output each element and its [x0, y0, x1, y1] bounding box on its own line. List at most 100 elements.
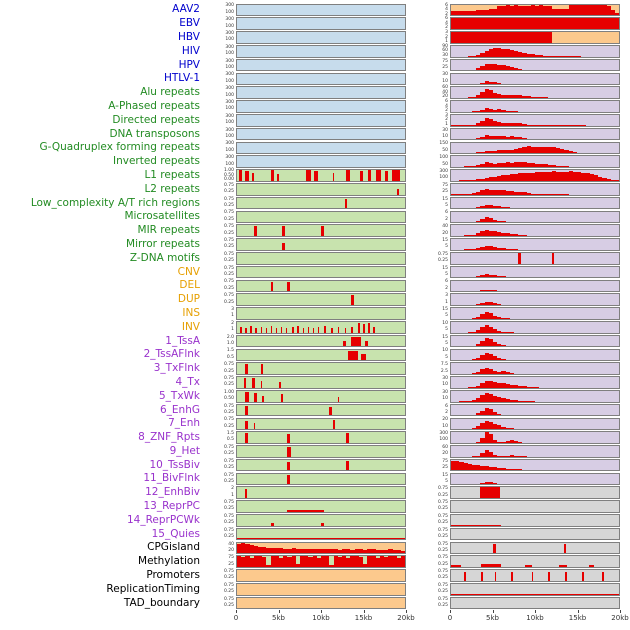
track-panel-left [236, 224, 406, 237]
area-column [560, 166, 565, 167]
area-column [472, 152, 477, 154]
y-tick-label: 1.00 [223, 168, 234, 174]
y-axis-ticks: 0.75 0.25 [406, 500, 450, 513]
track-panel-left [236, 182, 406, 196]
area-column [279, 557, 284, 568]
area-column [476, 413, 481, 416]
x-tick-label: 10kb [526, 614, 544, 623]
area-column [572, 5, 578, 16]
area-column [493, 151, 498, 154]
track-row: G-Quadruplex forming repeats 300 100 150 50 [0, 141, 630, 155]
area-column [514, 173, 519, 181]
y-tick-label: 0.75 [437, 582, 448, 588]
y-axis-ticks: 0.75 0.25 [406, 542, 450, 555]
area-column [522, 95, 527, 98]
y-tick-label: 75 [228, 555, 234, 561]
track-panel-right [450, 127, 620, 141]
y-tick-label: 10 [442, 423, 448, 429]
area-column [535, 55, 540, 57]
track-panel-right [450, 583, 620, 596]
data-bar [582, 572, 584, 581]
area-column [237, 556, 242, 568]
area-column [484, 274, 489, 278]
y-tick-label: 0.75 [437, 541, 448, 547]
y-tick-label: 300 [225, 17, 234, 23]
area-column [484, 64, 489, 71]
area-column [262, 547, 267, 554]
area-column [518, 456, 523, 457]
area-column [505, 345, 510, 347]
track-row: 10_TssBiv 0.75 0.25 75 25 [0, 458, 630, 472]
track-panel-right [450, 44, 620, 58]
y-axis-ticks: 300 100 [200, 31, 236, 44]
track-label: Mirror repeats [126, 237, 200, 250]
area-column [279, 547, 284, 554]
track-label: Directed repeats [112, 113, 200, 126]
track-panel-left [236, 210, 406, 224]
track-row: INS 3 1 15 5 [0, 307, 630, 321]
area-column [530, 387, 536, 388]
area-column [564, 166, 569, 167]
y-tick-label: 75 [442, 458, 448, 464]
area-series [451, 74, 619, 85]
y-axis-ticks: 300 100 [200, 114, 236, 127]
data-bar [451, 593, 619, 595]
area-column [480, 231, 485, 236]
area-column [493, 439, 498, 443]
area-column [522, 469, 527, 471]
y-tick-label: 0.75 [223, 238, 234, 244]
area-column [484, 337, 489, 347]
data-bar [344, 328, 347, 333]
area-column [329, 549, 334, 554]
y-tick-label: 25 [442, 189, 448, 195]
track-panel-left [236, 127, 406, 141]
y-tick-label: 1 [231, 492, 234, 498]
area-column [526, 173, 531, 181]
area-column [488, 338, 494, 347]
area-column [467, 10, 473, 16]
track-row: 2_TssAFlnk 1.5 0.5 10 5 [0, 348, 630, 362]
area-column [509, 468, 515, 471]
track-row: Promoters 0.75 0.25 0.75 0.25 [0, 569, 630, 583]
track-label: Promoters [146, 569, 200, 582]
area-column [598, 5, 603, 16]
area-column [493, 382, 498, 388]
area-column [501, 190, 506, 195]
track-panel-right [450, 403, 620, 417]
y-tick-label: 0.25 [223, 258, 234, 264]
area-column [530, 5, 536, 16]
y-tick-label: 0.75 [223, 210, 234, 216]
area-column [501, 122, 506, 126]
track-panel-right [450, 3, 620, 17]
area-column [396, 550, 401, 554]
area-column [484, 230, 489, 236]
area-column [241, 557, 246, 568]
track-row: 5_TxWk 1.00 0.50 30 10 [0, 389, 630, 403]
data-bar [270, 326, 273, 333]
area-column [497, 372, 502, 374]
area-column [535, 5, 540, 16]
area-column [274, 548, 280, 554]
area-column [501, 175, 506, 181]
area-column [480, 275, 485, 278]
area-column [472, 207, 477, 209]
y-tick-label: 30 [442, 52, 448, 58]
area-column [535, 172, 540, 181]
area-series [451, 322, 619, 333]
area-column [480, 53, 485, 57]
y-tick-label: 300 [225, 86, 234, 92]
track-label: Microsatellites [124, 210, 200, 223]
y-tick-label: 3 [445, 112, 448, 118]
area-column [459, 11, 464, 16]
area-column [493, 176, 498, 181]
track-panel-left [236, 251, 406, 265]
area-column [581, 172, 586, 181]
y-tick-label: 0.75 [223, 403, 234, 409]
area-column [354, 556, 359, 568]
area-column [505, 162, 510, 167]
area-column [467, 249, 473, 250]
track-row: Microsatellites 0.75 0.25 6 2 [0, 210, 630, 224]
area-column [493, 275, 498, 278]
data-bar [287, 447, 291, 457]
track-row: Low_complexity A/T rich regions 0.75 0.25 1… [0, 196, 630, 210]
